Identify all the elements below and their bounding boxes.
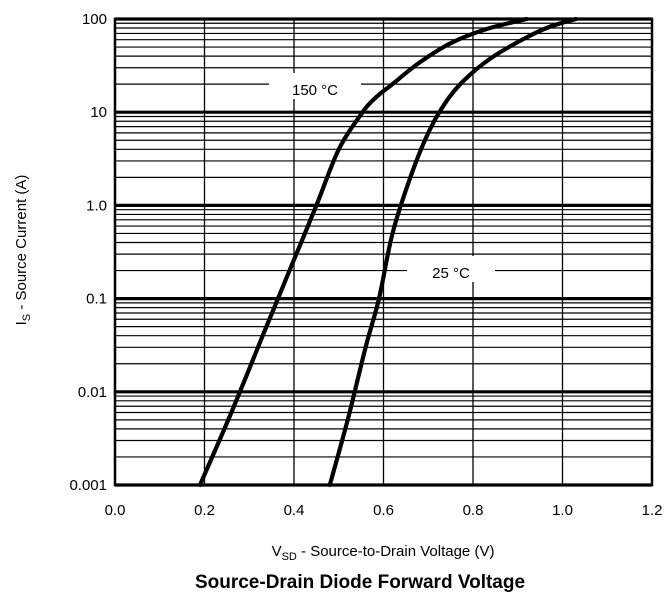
- x-axis-label-rest: - Source-to-Drain Voltage (V): [297, 543, 495, 560]
- x-axis-label-main: V: [272, 543, 282, 560]
- y-tick-label: 1.0: [86, 197, 107, 214]
- plot-frame: [113, 17, 654, 487]
- chart-title: Source-Drain Diode Forward Voltage: [195, 572, 525, 593]
- y-tick-label: 0.01: [78, 384, 107, 401]
- y-axis-label-main: I: [13, 321, 30, 325]
- x-axis-label: VSD - Source-to-Drain Voltage (V): [272, 543, 495, 563]
- x-tick-label: 0.6: [373, 502, 394, 519]
- series-annotation: 25 °C: [432, 265, 470, 282]
- x-tick-label: 0.0: [105, 502, 126, 519]
- y-axis-label: IS - Source Current (A): [13, 175, 33, 326]
- y-tick-label: 10: [90, 104, 107, 121]
- x-tick-label: 0.8: [463, 502, 484, 519]
- x-tick-label: 1.0: [552, 502, 573, 519]
- series-layer: [197, 16, 578, 488]
- series-line-25c: [327, 16, 578, 488]
- x-axis-label-sub: SD: [282, 551, 297, 563]
- x-tick-label: 0.2: [194, 502, 215, 519]
- y-tick-label: 100: [82, 11, 107, 28]
- y-axis-label-rest: - Source Current (A): [13, 175, 30, 314]
- y-axis-label-sub: S: [21, 314, 33, 321]
- series-line-150c: [197, 16, 529, 488]
- tick-labels: 0.0 0.2 0.4 0.6 0.8 1.0 1.2 0.001 0.01 0.1 1.0 10 10…: [69, 11, 662, 519]
- annotations: 150 °C 25 °C: [269, 73, 495, 282]
- x-tick-label: 0.4: [284, 502, 305, 519]
- x-tick-label: 1.2: [642, 502, 663, 519]
- annotation-bg: [407, 256, 495, 282]
- y-tick-label: 0.001: [69, 477, 107, 494]
- annotation-bg: [269, 73, 361, 99]
- y-tick-label: 0.1: [86, 291, 107, 308]
- grid: [113, 17, 654, 487]
- series-annotation: 150 °C: [292, 82, 338, 99]
